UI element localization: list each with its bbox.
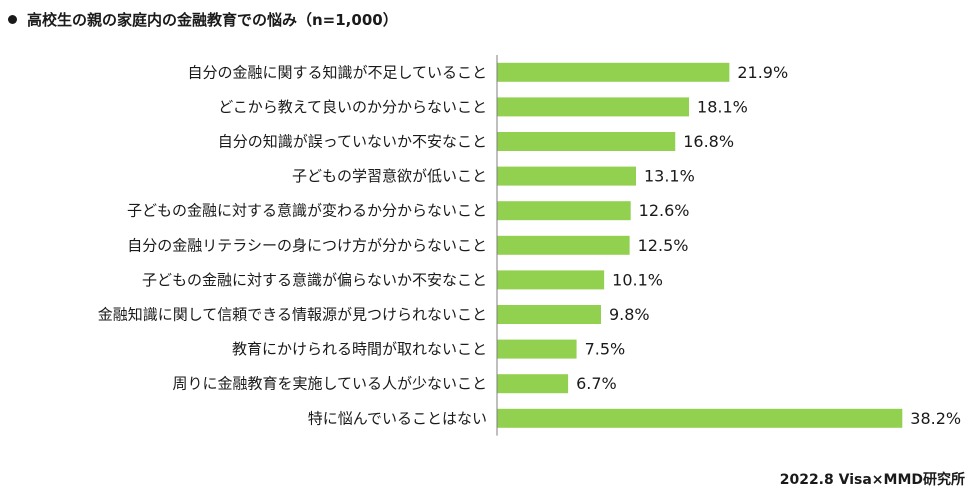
chart-title-row: 高校生の親の家庭内の金融教育での悩み（n=1,000） [8, 4, 398, 34]
bars-layer: 自分の金融に関する知識が不足していること 21.9% どこから教えて良いのか分からな… [98, 62, 961, 428]
category-label: 金融知識に関して信頼できる情報源が見つけられないこと [98, 306, 487, 324]
value-label: 9.8% [609, 305, 650, 324]
bar [497, 270, 605, 290]
category-label: 自分の知識が誤っていないか不安なこと [218, 133, 487, 151]
category-label: 教育にかけられる時間が取れないこと [232, 340, 487, 358]
bar [497, 408, 903, 428]
category-label: どこから教えて良いのか分からないこと [218, 98, 487, 116]
value-label: 18.1% [697, 97, 748, 116]
category-label: 特に悩んでいることはない [308, 409, 487, 427]
value-label: 10.1% [612, 270, 663, 289]
bar [497, 166, 636, 186]
bar [497, 62, 730, 82]
bar [497, 132, 676, 151]
value-label: 21.9% [737, 63, 788, 82]
category-label: 自分の金融リテラシーの身につけ方が分からないこと [127, 236, 487, 254]
bar [497, 374, 569, 394]
bar [497, 97, 690, 117]
source-credit: 2022.8 Visa×MMD研究所 [779, 472, 965, 488]
bar [497, 305, 601, 324]
value-label: 12.6% [639, 201, 690, 220]
value-label: 13.1% [644, 167, 695, 186]
category-label: 自分の金融に関する知識が不足していること [187, 63, 487, 81]
category-label: 子どもの金融に対する意識が変わるか分からないこと [127, 202, 487, 220]
bar [497, 235, 630, 255]
category-label: 子どもの学習意欲が低いこと [292, 167, 487, 185]
bar [497, 201, 631, 221]
value-label: 12.5% [638, 236, 689, 255]
title-bullet-icon [8, 14, 17, 24]
category-label: 子どもの金融に対する意識が偏らないか不安なこと [142, 271, 487, 289]
bar [497, 339, 577, 359]
chart-title: 高校生の親の家庭内の金融教育での悩み（n=1,000） [27, 10, 398, 29]
value-label: 7.5% [585, 340, 626, 359]
value-label: 16.8% [683, 132, 734, 151]
value-label: 38.2% [910, 409, 961, 428]
value-label: 6.7% [576, 374, 617, 393]
category-label: 周りに金融教育を実施している人が少ないこと [172, 375, 487, 393]
